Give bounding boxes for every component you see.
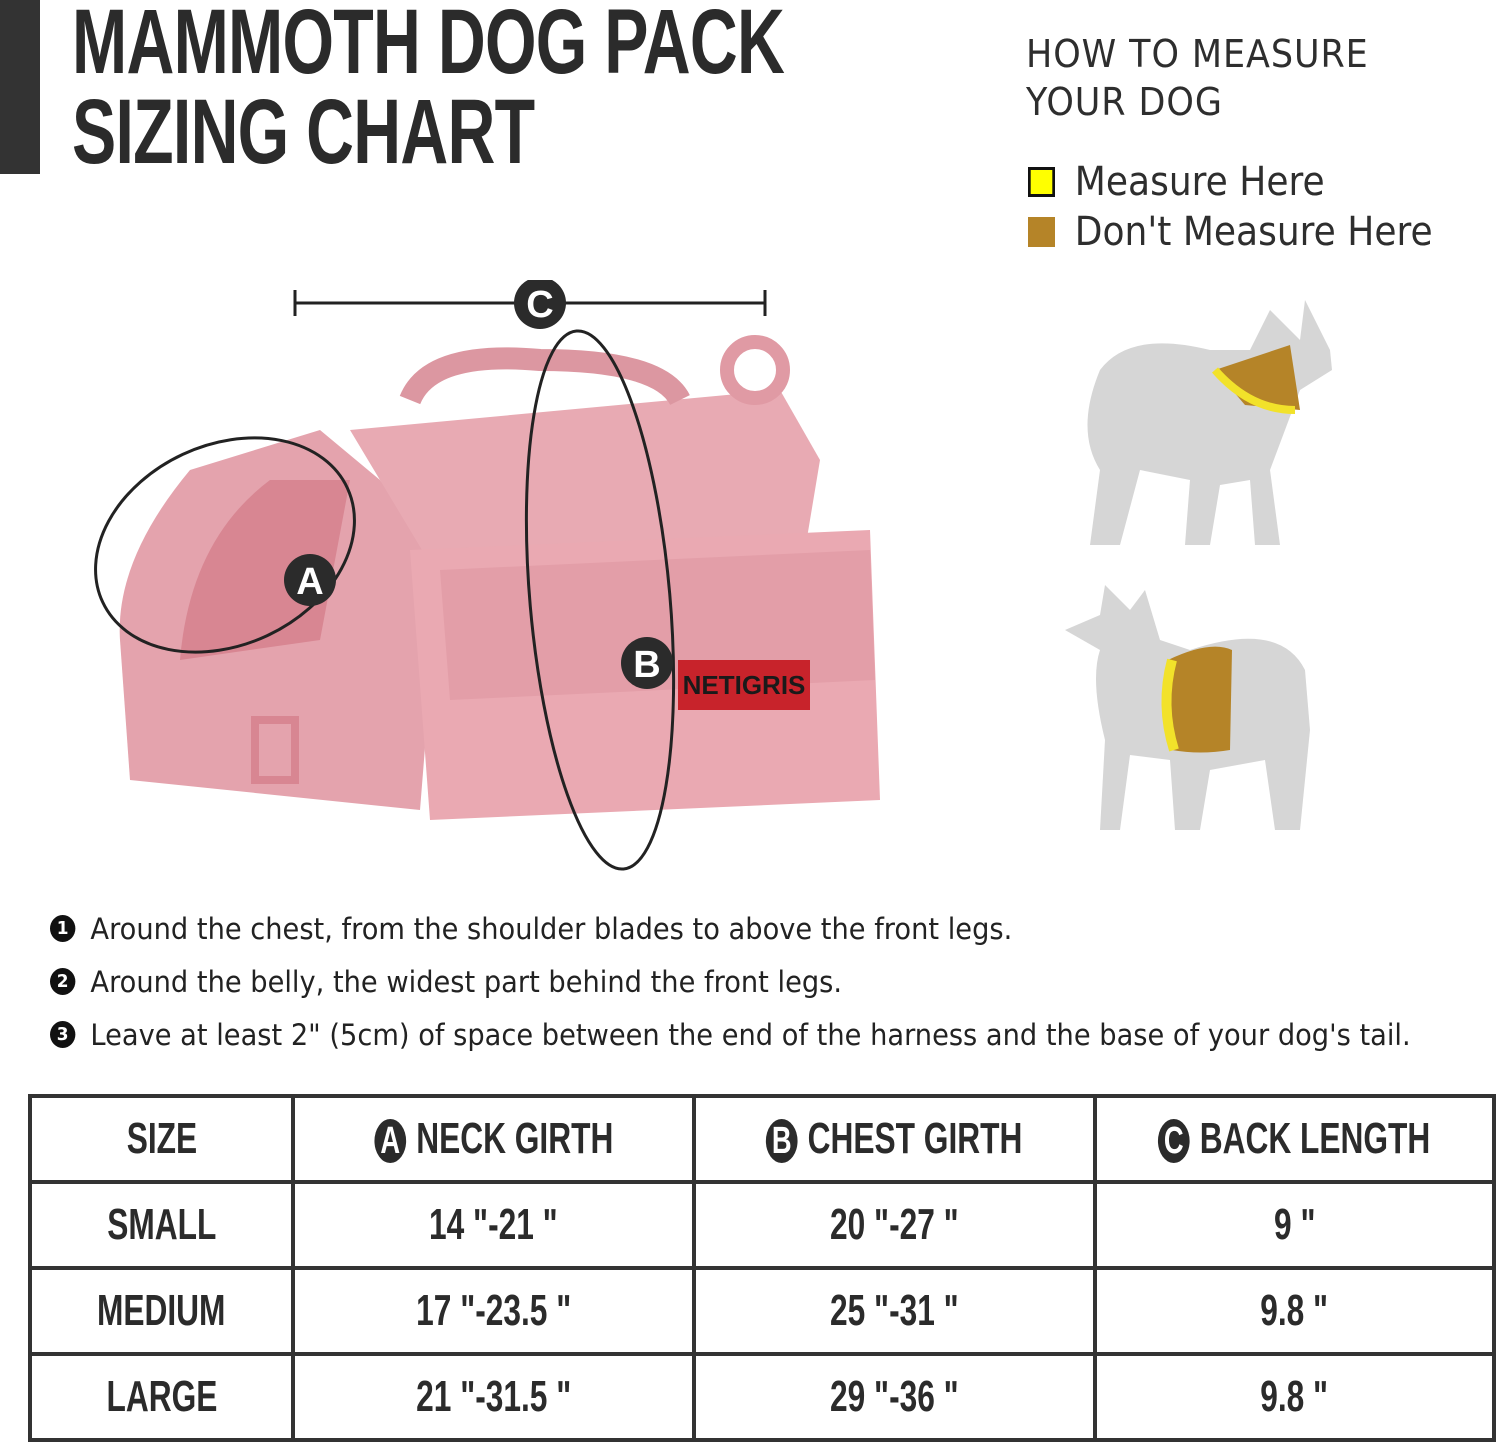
number-1-icon: 1 <box>50 915 76 942</box>
measurement-notes: 1 Around the chest, from the shoulder bla… <box>50 902 1498 1061</box>
cell-neck: 21 "-31.5 " <box>291 1352 696 1442</box>
cell-chest: 20 "-27 " <box>692 1180 1097 1270</box>
header-size: SIZE <box>28 1094 295 1184</box>
page-title-line2: SIZING CHART <box>72 81 535 183</box>
cell-size: MEDIUM <box>28 1266 295 1356</box>
cell-chest: 25 "-31 " <box>692 1266 1097 1356</box>
cell-neck: 14 "-21 " <box>291 1180 696 1270</box>
svg-text:A: A <box>296 561 323 603</box>
number-3-icon: 3 <box>50 1021 76 1048</box>
note-item: 1 Around the chest, from the shoulder bla… <box>50 902 1411 955</box>
brown-swatch-icon <box>1028 217 1055 247</box>
cell-size: SMALL <box>28 1180 295 1270</box>
note-text: Leave at least 2" (5cm) of space between… <box>90 1017 1411 1052</box>
legend-label: Measure Here <box>1074 159 1325 205</box>
size-table: SIZE A NECK GIRTH B CHEST GIRTH C BACK LENG… <box>28 1094 1496 1442</box>
note-text: Around the chest, from the shoulder blad… <box>90 911 1013 946</box>
how-to-measure-heading: HOW TO MEASURE YOUR DOG <box>1026 30 1369 126</box>
header-neck-girth: A NECK GIRTH <box>291 1094 696 1184</box>
dog-neck-measure-illustration <box>1087 300 1332 545</box>
svg-text:C: C <box>526 284 553 326</box>
table-row: LARGE 21 "-31.5 " 29 "-36 " 9.8 " <box>28 1352 1496 1442</box>
cell-neck: 17 "-23.5 " <box>291 1266 696 1356</box>
table-row: MEDIUM 17 "-23.5 " 25 "-31 " 9.8 " <box>28 1266 1496 1356</box>
cell-back: 9.8 " <box>1093 1352 1496 1442</box>
title-accent-bar <box>0 0 40 174</box>
marker-b-icon: B <box>621 637 673 689</box>
brand-logo: NETIGRIS <box>683 670 806 700</box>
table-header-row: SIZE A NECK GIRTH B CHEST GIRTH C BACK LENG… <box>28 1094 1496 1184</box>
marker-a-icon: A <box>374 1119 406 1164</box>
how-to-line1: HOW TO MEASURE <box>1026 32 1369 76</box>
how-to-line2: YOUR DOG <box>1026 80 1223 124</box>
legend-label: Don't Measure Here <box>1074 209 1433 255</box>
cell-chest: 29 "-36 " <box>692 1352 1097 1442</box>
page-title-line1: MAMMOTH DOG PACK <box>72 0 785 93</box>
table-row: SMALL 14 "-21 " 20 "-27 " 9 " <box>28 1180 1496 1270</box>
svg-text:B: B <box>633 644 660 686</box>
header-chest-girth: B CHEST GIRTH <box>692 1094 1097 1184</box>
note-text: Around the belly, the widest part behind… <box>90 964 843 999</box>
marker-a-icon: A <box>284 554 336 606</box>
legend-dont-measure-here: Don't Measure Here <box>1028 210 1433 254</box>
note-item: 3 Leave at least 2" (5cm) of space betwee… <box>50 1008 1411 1061</box>
marker-c-icon: C <box>514 280 566 329</box>
marker-b-icon: B <box>766 1119 798 1164</box>
cell-size: LARGE <box>28 1352 295 1442</box>
note-item: 2 Around the belly, the widest part behin… <box>50 955 1411 1008</box>
marker-c-icon: C <box>1158 1119 1191 1164</box>
header-back-length: C BACK LENGTH <box>1093 1094 1496 1184</box>
dog-pack-illustration: NETIGRIS C A B <box>94 280 880 871</box>
cell-back: 9.8 " <box>1093 1266 1496 1356</box>
dog-chest-measure-illustration <box>1065 585 1310 830</box>
cell-back: 9 " <box>1093 1180 1496 1270</box>
yellow-swatch-icon <box>1028 167 1055 197</box>
number-2-icon: 2 <box>50 968 76 995</box>
legend-measure-here: Measure Here <box>1028 160 1325 204</box>
